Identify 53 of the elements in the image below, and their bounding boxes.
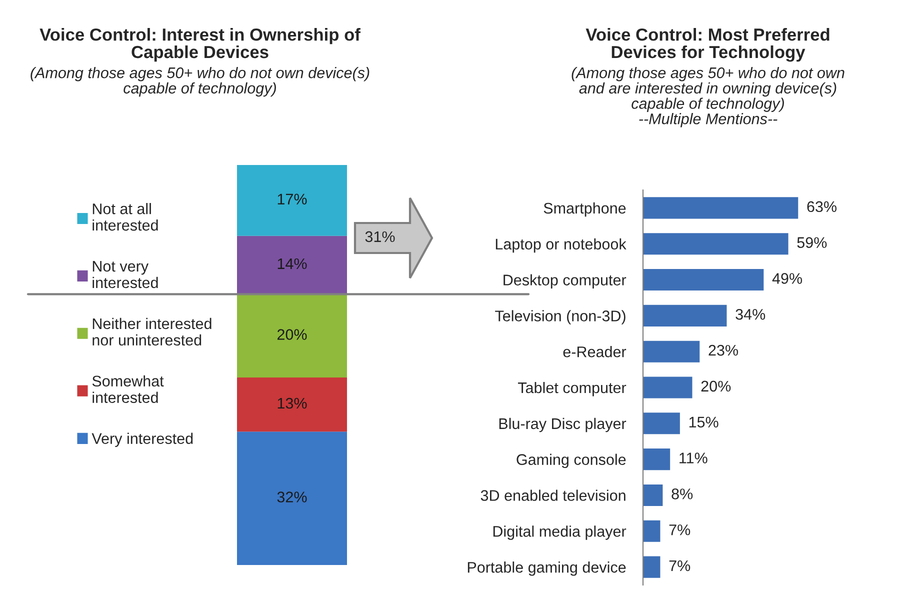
legend-label: Not very interested: [92, 261, 158, 288]
bar: [237, 432, 347, 565]
y-tick-label: 3D enabled television: [480, 490, 626, 501]
data-label: 14%: [278, 258, 307, 270]
data-label: 23%: [708, 344, 738, 356]
bar: [643, 304, 727, 326]
bar: [643, 340, 700, 362]
data-label: 8%: [672, 488, 693, 500]
legend-label: Very interested: [92, 432, 193, 447]
y-tick-label: Smartphone: [544, 202, 626, 217]
bar: [643, 520, 660, 542]
data-label: 13%: [278, 398, 307, 409]
bar: [643, 376, 692, 398]
y-tick-label: Blu-ray Disc player: [499, 418, 626, 432]
y-tick-label: Gaming console: [516, 454, 626, 468]
bar: [643, 556, 660, 578]
bar: [237, 236, 347, 294]
data-label: 20%: [701, 380, 731, 392]
y-tick-label: Portable gaming device: [468, 562, 626, 576]
bar: [643, 197, 798, 219]
data-label: 17%: [278, 194, 307, 204]
data-label: 49%: [772, 273, 802, 284]
bar: [643, 484, 663, 506]
data-label: 63%: [807, 201, 837, 212]
legend-label: Somewhat interested: [92, 375, 164, 403]
data-label: 34%: [736, 308, 766, 320]
bar: [643, 233, 788, 255]
y-tick-label: Desktop computer: [504, 274, 626, 288]
data-label: 59%: [797, 237, 827, 248]
data-label: 32%: [277, 492, 307, 502]
bar: [237, 378, 347, 432]
data-label: 15%: [689, 416, 718, 428]
data-label: 7%: [669, 560, 690, 572]
y-tick-label: Laptop or notebook: [496, 238, 626, 253]
data-label: 11%: [680, 452, 708, 464]
text: 31%: [365, 231, 395, 242]
chart-subtitle: (Among those ages 50+ who do not own and are interested in owning device(s) capable of technology) --Multiple Mentions--: [572, 67, 844, 128]
legend-label: Neither interested nor uninterested: [92, 318, 212, 346]
chart-subtitle: (Among those ages 50+ who do not own device(s) capable of technology): [30, 67, 370, 97]
bar: [237, 294, 347, 378]
chart-title: Voice Control: Interest in Ownership of Capable Devices: [40, 28, 360, 62]
y-tick-label: Television (non-3D): [495, 310, 626, 324]
y-tick-label: Digital media player: [493, 526, 626, 540]
data-label: 20%: [277, 329, 307, 340]
chart-title: Voice Control: Most Preferred Devices for Technology: [586, 28, 830, 62]
data-label: 7%: [669, 524, 690, 536]
bar: [643, 448, 670, 470]
legend-label: Not at all interested: [92, 203, 158, 231]
y-tick-label: e-Reader: [563, 346, 626, 358]
bar: [643, 269, 764, 291]
bar: [643, 412, 680, 434]
bar: [237, 165, 347, 236]
y-tick-label: Tablet computer: [518, 382, 626, 396]
